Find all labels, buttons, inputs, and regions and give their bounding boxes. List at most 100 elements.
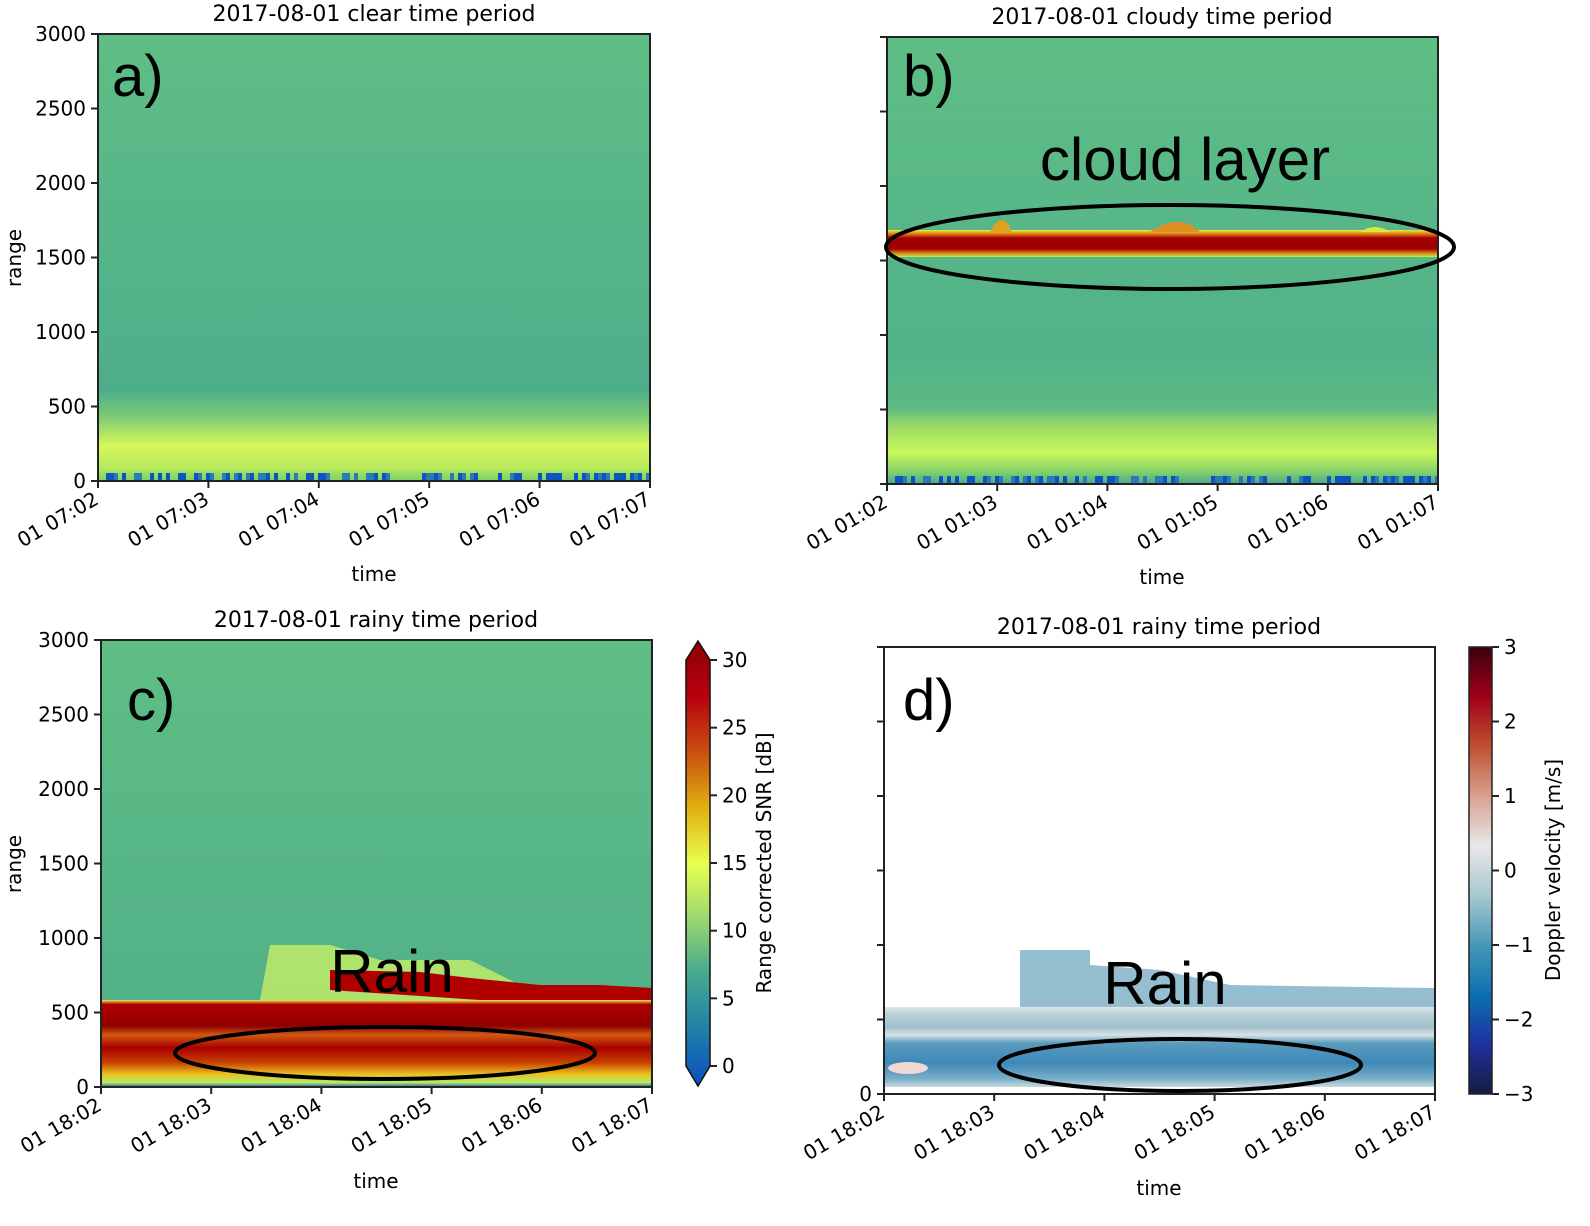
noise-cell: [582, 473, 586, 481]
noise-cell: [955, 476, 959, 484]
panel-label-d: d): [903, 668, 955, 733]
noise-cell: [1023, 476, 1027, 484]
noise-cell: [462, 473, 466, 481]
noise-cell: [1263, 476, 1267, 484]
x-tick-label: 01 01:06: [1243, 490, 1332, 556]
noise-cell: [634, 473, 638, 481]
y-tick-label: 0: [859, 1082, 872, 1106]
noise-cell: [1371, 476, 1375, 484]
ylabel-a: range: [2, 229, 26, 287]
colorbar-snr-label: Range corrected SNR [dB]: [752, 732, 776, 993]
y-tick-label: 3000: [35, 22, 86, 46]
panel-d: 2017-08-01 rainy time period d) Rain 0 0…: [799, 615, 1439, 1200]
title-b: 2017-08-01 cloudy time period: [991, 5, 1332, 30]
panel-label-a: a): [112, 44, 164, 109]
y-tick-label: 500: [51, 1001, 89, 1025]
xlabel-b: time: [1139, 565, 1184, 589]
noise-cell: [550, 473, 554, 481]
colorbar-tick-label: −2: [1504, 1008, 1533, 1032]
velocity-rain-top: [1020, 950, 1435, 1010]
x-tick-label: 01 01:02: [802, 490, 891, 556]
noise-cell: [474, 473, 478, 481]
y-tick-label: 0: [73, 469, 86, 493]
noise-cell: [1387, 476, 1391, 484]
colorbar-tick-label: 30: [722, 648, 747, 672]
noise-cell: [1247, 476, 1251, 484]
noise-cell: [558, 473, 562, 481]
noise-cell: [258, 473, 262, 481]
noise-cell: [1299, 476, 1303, 484]
cloud-bump-2: [1150, 222, 1200, 232]
noise-cell: [598, 473, 602, 481]
velocity-rain-layer: [884, 1007, 1435, 1087]
rain-ellipse-c: [173, 1025, 597, 1081]
noise-cell: [294, 473, 298, 481]
colorbar-snr: 0 5 10 15 20 25 30 Range corrected SNR [dB]: [685, 639, 776, 1088]
title-a: 2017-08-01 clear time period: [213, 2, 536, 27]
noise-cell: [1419, 476, 1423, 484]
x-ticks-d: 01 18:02 01 18:03 01 18:04 01 18:05 01 18:06…: [799, 1094, 1440, 1166]
noise-cell: [586, 473, 590, 481]
noise-cell: [999, 476, 1003, 484]
x-tick-label: 01 18:02: [799, 1100, 888, 1166]
noise-cell: [1411, 476, 1415, 484]
noise-cell: [622, 473, 626, 481]
y-tick-label: 1000: [35, 320, 86, 344]
noise-cell: [1027, 476, 1031, 484]
panel-label-b: b): [903, 44, 955, 109]
noise-cell: [194, 473, 198, 481]
noise-cell: [106, 473, 110, 481]
noise-cell: [987, 476, 991, 484]
noise-cell: [262, 473, 266, 481]
x-tick-label: 01 07:06: [455, 487, 544, 553]
noise-cell: [1107, 476, 1111, 484]
noise-cell: [1343, 476, 1347, 484]
noise-cell: [306, 473, 310, 481]
noise-cell: [927, 476, 931, 484]
y-ticks-c: 0 500 1000 1500 2000 2500 3000: [38, 628, 101, 1099]
noise-cell: [1307, 476, 1311, 484]
noise-cell: [1039, 476, 1043, 484]
x-ticks-a: 01 07:02 01 07:03 01 07:04 01 07:05 01 07:06…: [13, 481, 655, 553]
y-tick-label: 1500: [35, 246, 86, 270]
noise-cell: [1251, 476, 1255, 484]
title-c: 2017-08-01 rainy time period: [214, 608, 538, 633]
cloud-layer-ellipse: [884, 203, 1456, 291]
noise-cell: [1403, 476, 1407, 484]
noise-cell: [438, 473, 442, 481]
noise-cell: [510, 473, 514, 481]
noise-cell: [1047, 476, 1051, 484]
x-tick-label: 01 07:05: [344, 487, 433, 553]
x-tick-label: 01 18:07: [1350, 1100, 1439, 1166]
noise-cell: [1159, 476, 1163, 484]
rain-layer: [101, 1000, 652, 1087]
noise-cell: [1055, 476, 1059, 484]
y-tick-label: 0: [76, 1075, 89, 1099]
noise-cell: [266, 473, 270, 481]
noise-cell: [198, 473, 202, 481]
y-tick-label: 1000: [38, 926, 89, 950]
noise-cell: [1215, 476, 1219, 484]
xlabel-d: time: [1136, 1176, 1181, 1200]
noise-cell: [1287, 476, 1291, 484]
y-tick-label: 2000: [35, 171, 86, 195]
noise-cell: [538, 473, 542, 481]
noise-cell: [1223, 476, 1227, 484]
y-tick-label: 2500: [35, 97, 86, 121]
noise-cell: [1347, 476, 1351, 484]
noise-cell: [246, 473, 250, 481]
colorbar-tick-label: 1: [1504, 784, 1517, 808]
x-tick-label: 01 18:07: [567, 1093, 656, 1159]
noise-cell: [1327, 476, 1331, 484]
panel-b: 2017-08-01 cloudy time period b) cloud l…: [802, 5, 1456, 589]
x-tick-label: 01 18:04: [236, 1093, 325, 1159]
noise-cell: [326, 473, 330, 481]
noise-cell: [422, 473, 426, 481]
title-d: 2017-08-01 rainy time period: [997, 615, 1321, 640]
y-tick-label: 3000: [38, 628, 89, 652]
noise-cell: [1211, 476, 1215, 484]
y-tick-label: 500: [48, 395, 86, 419]
noise-cell: [1303, 476, 1307, 484]
colorbar-tick-label: −1: [1504, 933, 1533, 957]
noise-cell: [498, 473, 502, 481]
